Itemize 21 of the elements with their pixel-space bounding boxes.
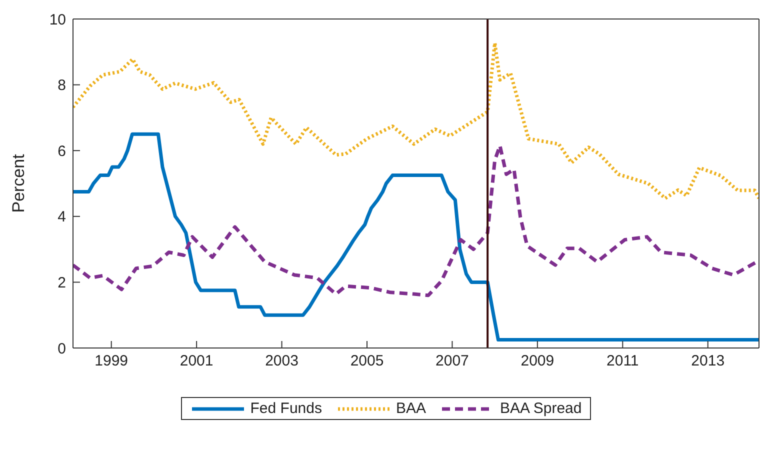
y-axis-title: Percent (9, 154, 28, 213)
legend-label: BAA (396, 400, 426, 417)
x-tick-label: 2005 (350, 352, 384, 370)
legend-label: Fed Funds (250, 400, 322, 417)
y-tick-label: 6 (58, 142, 66, 160)
y-tick-label: 0 (58, 340, 66, 358)
x-tick-label: 2013 (691, 352, 725, 370)
y-tick-label: 4 (58, 208, 66, 226)
x-tick-label: 1999 (94, 352, 128, 370)
x-tick-label: 2001 (180, 352, 214, 370)
line-series (73, 41, 759, 200)
line-series (73, 144, 759, 298)
legend-label: BAA Spread (500, 400, 582, 417)
x-tick-label: 2011 (606, 352, 639, 370)
x-tick-label: 2003 (265, 352, 298, 370)
x-tick-label: 2009 (520, 352, 554, 370)
y-tick-label: 2 (58, 274, 66, 292)
y-tick-label: 8 (58, 77, 66, 94)
x-tick-label: 2007 (436, 352, 469, 370)
y-tick-label: 10 (49, 11, 66, 28)
line-series (73, 132, 759, 342)
